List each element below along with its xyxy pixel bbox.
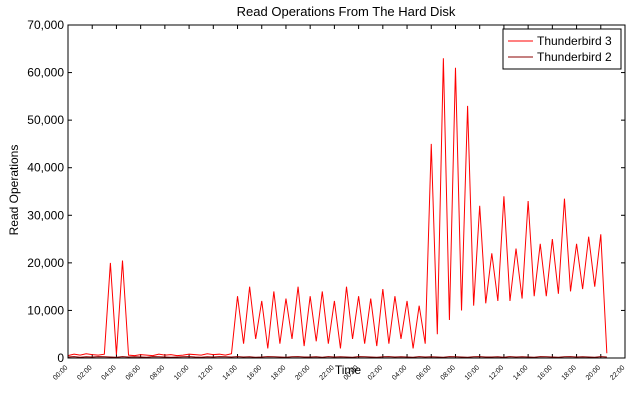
y-tick-label: 20,000 — [27, 256, 64, 270]
x-axis-label: Time — [335, 363, 362, 377]
y-tick-label: 30,000 — [27, 208, 64, 222]
data-line — [67, 58, 608, 357]
legend-box — [502, 28, 622, 70]
y-tick-label: 60,000 — [27, 66, 64, 80]
legend-label: Thunderbird 2 — [537, 50, 612, 64]
data-line — [67, 356, 607, 358]
y-tick-label: 40,000 — [27, 161, 64, 175]
y-tick-label: 0 — [57, 351, 64, 365]
legend-label: Thunderbird 3 — [537, 34, 612, 48]
legend: Thunderbird 3 Thunderbird 2 — [502, 28, 622, 70]
y-tick-label: 50,000 — [27, 113, 64, 127]
y-axis-label: Read Operations — [7, 145, 21, 236]
y-tick-label: 70,000 — [27, 18, 64, 32]
chart-title: Read Operations From The Hard Disk — [237, 4, 456, 19]
y-tick-label: 10,000 — [27, 303, 64, 317]
plot-frame — [67, 24, 626, 359]
